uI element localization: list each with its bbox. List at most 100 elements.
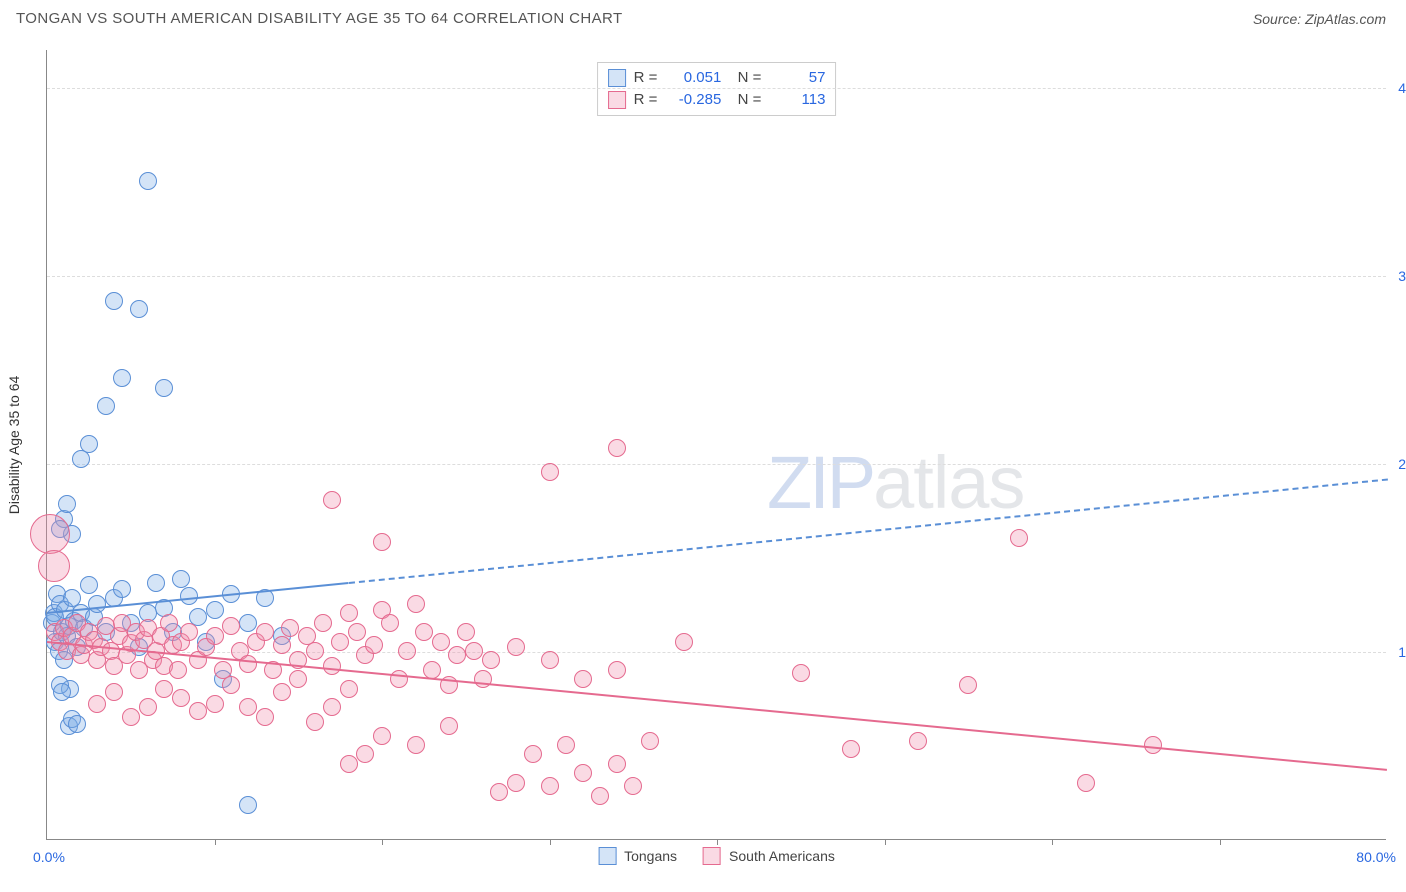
scatter-point-south_americans bbox=[273, 636, 291, 654]
scatter-point-south_americans bbox=[415, 623, 433, 641]
legend-swatch bbox=[608, 69, 626, 87]
scatter-point-south_americans bbox=[1077, 774, 1095, 792]
scatter-point-south_americans bbox=[675, 633, 693, 651]
gridline-h bbox=[47, 276, 1386, 277]
legend-n-value: 57 bbox=[769, 67, 825, 89]
scatter-point-south_americans bbox=[340, 680, 358, 698]
legend-n-value: 113 bbox=[769, 89, 825, 111]
x-tick bbox=[1052, 839, 1053, 845]
scatter-point-tongans bbox=[88, 595, 106, 613]
scatter-point-south_americans bbox=[189, 702, 207, 720]
scatter-point-south_americans bbox=[440, 717, 458, 735]
correlation-legend: R =0.051 N =57R =-0.285 N =113 bbox=[597, 62, 837, 116]
scatter-point-south_americans bbox=[574, 764, 592, 782]
scatter-point-south_americans bbox=[88, 695, 106, 713]
gridline-h bbox=[47, 464, 1386, 465]
legend-r-label: R = bbox=[634, 89, 658, 111]
y-axis-label: Disability Age 35 to 64 bbox=[6, 376, 22, 515]
series-legend-label: South Americans bbox=[729, 848, 835, 864]
x-axis-max-label: 80.0% bbox=[1356, 849, 1396, 865]
x-tick bbox=[1220, 839, 1221, 845]
scatter-point-south_americans bbox=[541, 651, 559, 669]
scatter-point-south_americans bbox=[356, 745, 374, 763]
legend-row-tongans: R =0.051 N =57 bbox=[608, 67, 826, 89]
watermark: ZIPatlas bbox=[767, 440, 1024, 525]
scatter-point-south_americans bbox=[381, 614, 399, 632]
x-tick bbox=[717, 839, 718, 845]
legend-n-label: N = bbox=[729, 67, 761, 89]
source-attribution: Source: ZipAtlas.com bbox=[1253, 11, 1386, 27]
scatter-point-tongans bbox=[239, 796, 257, 814]
scatter-point-tongans bbox=[139, 172, 157, 190]
scatter-point-south_americans bbox=[160, 614, 178, 632]
scatter-point-south_americans bbox=[206, 627, 224, 645]
series-legend-label: Tongans bbox=[624, 848, 677, 864]
scatter-point-south_americans bbox=[407, 736, 425, 754]
scatter-point-south_americans bbox=[842, 740, 860, 758]
scatter-point-south_americans bbox=[1010, 529, 1028, 547]
scatter-point-south_americans bbox=[482, 651, 500, 669]
x-tick bbox=[382, 839, 383, 845]
scatter-point-south_americans bbox=[423, 661, 441, 679]
scatter-point-south_americans bbox=[306, 642, 324, 660]
scatter-point-south_americans bbox=[365, 636, 383, 654]
scatter-point-south_americans bbox=[507, 774, 525, 792]
scatter-point-south_americans bbox=[323, 698, 341, 716]
scatter-point-south_americans bbox=[256, 623, 274, 641]
scatter-point-south_americans bbox=[239, 698, 257, 716]
scatter-point-south_americans bbox=[323, 491, 341, 509]
scatter-point-south_americans bbox=[959, 676, 977, 694]
scatter-point-south_americans bbox=[206, 695, 224, 713]
scatter-point-south_americans bbox=[323, 657, 341, 675]
scatter-point-south_americans bbox=[457, 623, 475, 641]
scatter-point-tongans bbox=[58, 495, 76, 513]
scatter-point-tongans bbox=[172, 570, 190, 588]
scatter-point-south_americans bbox=[524, 745, 542, 763]
scatter-point-south_americans bbox=[222, 617, 240, 635]
scatter-point-south_americans bbox=[155, 680, 173, 698]
scatter-point-south_americans bbox=[38, 550, 70, 582]
scatter-point-south_americans bbox=[139, 698, 157, 716]
scatter-point-tongans bbox=[147, 574, 165, 592]
x-tick bbox=[550, 839, 551, 845]
x-tick bbox=[215, 839, 216, 845]
scatter-point-tongans bbox=[130, 300, 148, 318]
scatter-point-south_americans bbox=[306, 713, 324, 731]
scatter-point-south_americans bbox=[281, 619, 299, 637]
scatter-point-tongans bbox=[113, 369, 131, 387]
legend-swatch bbox=[598, 847, 616, 865]
scatter-point-south_americans bbox=[507, 638, 525, 656]
scatter-point-south_americans bbox=[273, 683, 291, 701]
scatter-point-tongans bbox=[53, 683, 71, 701]
scatter-point-south_americans bbox=[105, 683, 123, 701]
scatter-point-south_americans bbox=[608, 439, 626, 457]
scatter-point-south_americans bbox=[432, 633, 450, 651]
scatter-point-south_americans bbox=[591, 787, 609, 805]
scatter-point-south_americans bbox=[574, 670, 592, 688]
chart-title: TONGAN VS SOUTH AMERICAN DISABILITY AGE … bbox=[16, 10, 623, 27]
scatter-point-south_americans bbox=[490, 783, 508, 801]
scatter-point-south_americans bbox=[122, 708, 140, 726]
scatter-point-south_americans bbox=[909, 732, 927, 750]
scatter-point-tongans bbox=[239, 614, 257, 632]
y-tick-label: 10.0% bbox=[1398, 644, 1406, 660]
legend-r-value: -0.285 bbox=[665, 89, 721, 111]
legend-r-label: R = bbox=[634, 67, 658, 89]
gridline-h bbox=[47, 88, 1386, 89]
scatter-point-south_americans bbox=[407, 595, 425, 613]
y-tick-label: 40.0% bbox=[1398, 80, 1406, 96]
chart-header: TONGAN VS SOUTH AMERICAN DISABILITY AGE … bbox=[0, 0, 1406, 33]
scatter-point-south_americans bbox=[239, 655, 257, 673]
series-legend-item-south_americans: South Americans bbox=[703, 847, 835, 865]
scatter-point-south_americans bbox=[314, 614, 332, 632]
scatter-point-south_americans bbox=[465, 642, 483, 660]
scatter-point-south_americans bbox=[398, 642, 416, 660]
scatter-point-south_americans bbox=[172, 689, 190, 707]
scatter-point-south_americans bbox=[169, 661, 187, 679]
scatter-point-south_americans bbox=[474, 670, 492, 688]
y-tick-label: 30.0% bbox=[1398, 268, 1406, 284]
scatter-point-south_americans bbox=[541, 777, 559, 795]
scatter-point-tongans bbox=[97, 397, 115, 415]
scatter-point-south_americans bbox=[792, 664, 810, 682]
x-tick bbox=[885, 839, 886, 845]
